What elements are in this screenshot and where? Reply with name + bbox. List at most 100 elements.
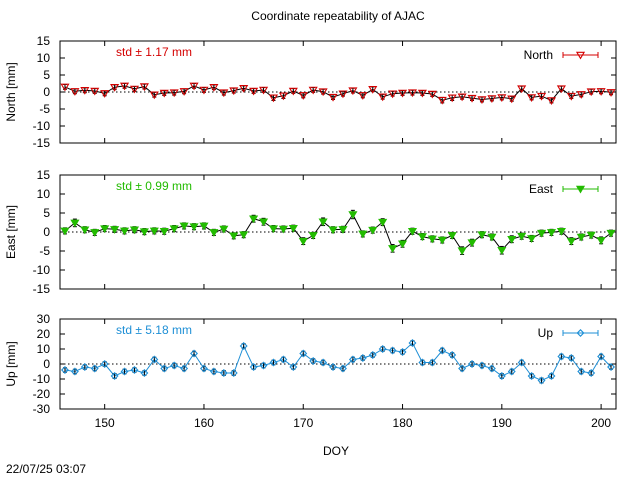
data-point [467,239,477,248]
y-tick-label: -10 [33,263,51,277]
data-point [180,364,189,373]
y-tick-label: -5 [39,102,50,116]
data-point [189,223,199,232]
data-point [368,351,377,359]
data-point [70,219,80,228]
data-point [169,89,179,98]
data-point [219,225,229,234]
data-point [348,355,357,364]
data-point [527,94,537,102]
data-point [447,94,457,103]
legend-marker [575,51,586,60]
y-tick-label: -10 [33,119,51,133]
data-point [100,90,110,98]
data-point [437,96,447,105]
data-point [278,225,288,234]
data-point [110,372,119,380]
data-point [527,235,537,243]
data-point [348,211,358,220]
data-point [378,345,387,353]
data-point [378,93,388,102]
data-point [417,89,427,98]
data-point [258,86,269,95]
data-point [268,94,279,103]
x-tick-label: 170 [293,416,313,430]
data-point [547,372,556,380]
data-point [398,348,407,356]
data-point [329,363,338,371]
data-point [467,94,477,103]
data-point [597,352,606,361]
data-point [129,85,140,94]
data-point [606,89,616,97]
data-point [556,85,566,94]
data-point [279,355,288,364]
data-point [586,231,596,240]
data-point [229,232,239,241]
data-point [557,352,566,361]
data-point [566,237,576,246]
data-point [139,228,149,237]
data-point [318,88,328,97]
y-tick-label: 5 [43,68,50,82]
y-tick-label: -20 [33,387,51,401]
y-tick-label: 15 [37,34,51,48]
data-point [170,361,179,370]
data-point [80,87,90,95]
data-point [288,87,298,96]
data-point [457,247,467,256]
y-tick-label: -15 [33,282,51,296]
data-point [229,87,239,96]
data-point [100,360,109,368]
data-point [358,354,367,362]
std-annotation: std ± 5.18 mm [116,323,192,337]
data-point [120,367,129,376]
data-point [100,225,110,234]
data-point [159,89,169,98]
data-point [458,364,467,373]
data-point [140,369,149,377]
x-tick-label: 190 [492,416,512,430]
data-point [219,369,228,377]
data-point [110,83,120,92]
y-tick-label: -5 [39,244,50,258]
data-point [119,227,130,236]
data-point [448,351,457,359]
data-point [159,227,169,236]
data-point [308,232,318,240]
data-point [149,227,159,236]
data-point [556,227,566,236]
data-point [388,245,398,253]
data-point [309,357,318,365]
legend-marker [575,185,586,194]
y-axis-label: North [mm] [4,62,18,121]
x-tick-label: 150 [95,416,115,430]
data-point [129,226,140,235]
data-point [517,358,526,367]
data-point [596,88,606,96]
data-point [507,95,517,104]
data-point [497,246,507,255]
x-tick-label: 180 [393,416,413,430]
data-point [388,90,398,99]
x-tick-label: 160 [194,416,214,430]
data-point [130,366,139,374]
data-point [338,226,348,234]
data-point [507,235,517,244]
data-point [60,227,70,236]
data-point [368,86,378,94]
y-tick-label: -30 [33,402,51,416]
data-point [566,92,576,101]
data-point [269,358,278,367]
y-tick-label: 0 [43,225,50,239]
y-tick-label: 0 [43,357,50,371]
data-point [586,88,596,97]
data-point [368,226,378,235]
data-point [149,91,159,100]
data-point [308,86,318,95]
data-point [606,229,616,238]
data-point [577,367,586,376]
data-point [169,225,179,234]
data-point [477,96,487,104]
data-point [418,358,427,367]
